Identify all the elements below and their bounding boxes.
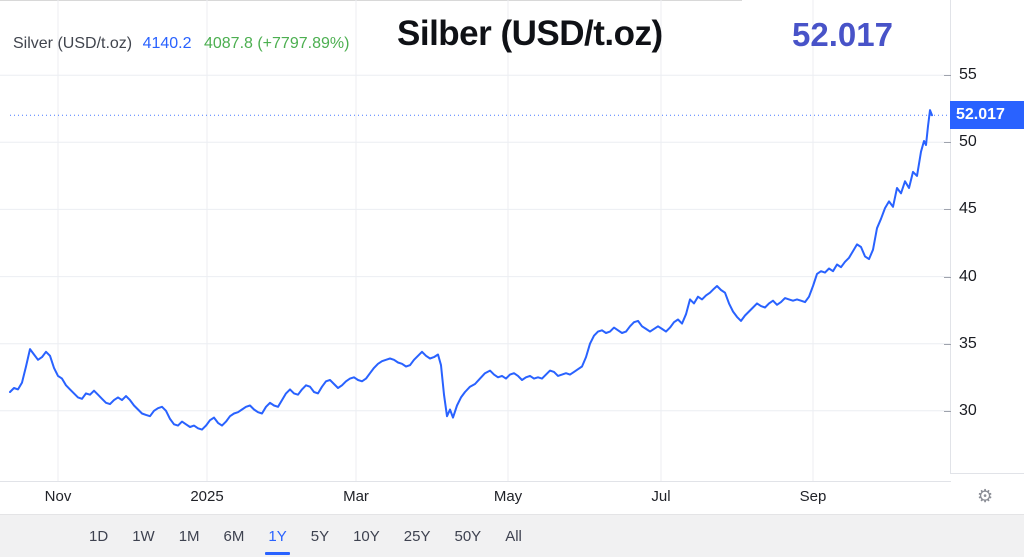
range-button-1m[interactable]: 1M <box>167 515 212 557</box>
range-button-50y[interactable]: 50Y <box>443 515 494 557</box>
range-button-all[interactable]: All <box>493 515 534 557</box>
range-button-10y[interactable]: 10Y <box>341 515 392 557</box>
range-button-25y[interactable]: 25Y <box>392 515 443 557</box>
top-border-line <box>0 0 742 1</box>
range-button-1w[interactable]: 1W <box>120 515 167 557</box>
x-axis-label: 2025 <box>190 488 224 505</box>
legend-change-value: 4087.8 (+7797.89%) <box>203 35 350 52</box>
price-chart[interactable] <box>0 0 950 482</box>
y-axis-label: 45 <box>959 200 977 218</box>
x-axis-label: Sep <box>799 488 827 505</box>
y-axis-label: 30 <box>959 401 977 419</box>
range-button-5y[interactable]: 5Y <box>299 515 341 557</box>
x-axis-label: May <box>493 488 523 505</box>
y-axis-tick <box>944 277 951 278</box>
range-button-1y[interactable]: 1Y <box>256 515 298 557</box>
y-axis-tick <box>944 411 951 412</box>
last-price-tag: 52.017 <box>950 101 1024 129</box>
page-title: Silber (USD/t.oz) <box>397 14 663 53</box>
y-axis-label: 40 <box>959 267 977 285</box>
legend-last-value: 4140.2 <box>142 35 192 52</box>
y-axis-label: 55 <box>959 66 977 84</box>
y-axis-label: 35 <box>959 334 977 352</box>
y-axis-label: 50 <box>959 133 977 151</box>
x-axis[interactable]: Nov 2025 Mar May Jul Sep <box>0 482 950 513</box>
y-axis-tick <box>944 75 951 76</box>
range-button-6m[interactable]: 6M <box>212 515 257 557</box>
header-price-value: 52.017 <box>792 16 893 53</box>
x-axis-label: Nov <box>44 488 72 505</box>
x-axis-label: Mar <box>343 488 369 505</box>
series-legend: Silver (USD/t.oz) 4140.2 4087.8 (+7797.8… <box>13 35 349 53</box>
y-axis-tick <box>944 344 951 345</box>
y-axis-tick <box>944 142 951 143</box>
chart-bottom-separator <box>0 481 951 482</box>
range-toolbar: 1D 1W 1M 6M 1Y 5Y 10Y 25Y 50Y All <box>0 514 1024 557</box>
y-axis[interactable]: 52.017 30 35 40 45 50 55 <box>944 0 1024 474</box>
y-axis-tick <box>944 209 951 210</box>
settings-gear-icon[interactable]: ⚙ <box>977 486 994 506</box>
range-button-1d[interactable]: 1D <box>77 515 120 557</box>
legend-series-name: Silver (USD/t.oz) <box>13 35 133 52</box>
x-axis-label: Jul <box>651 488 671 505</box>
price-line-series <box>9 109 933 431</box>
